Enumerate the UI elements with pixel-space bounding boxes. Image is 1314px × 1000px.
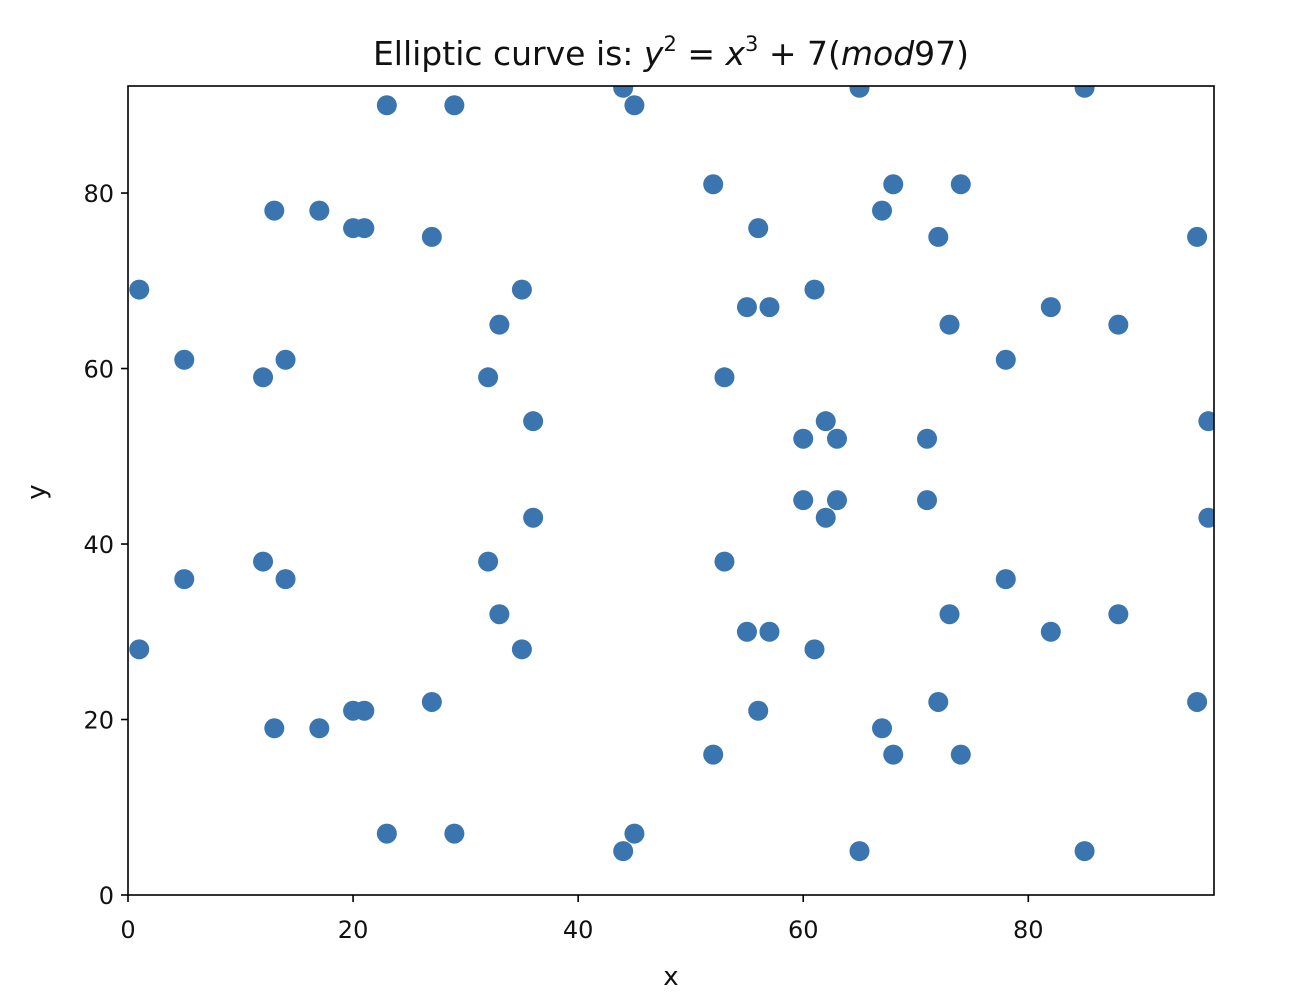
- data-point: [703, 744, 724, 765]
- data-point: [950, 744, 971, 765]
- data-point: [489, 604, 510, 625]
- data-point: [1198, 507, 1214, 528]
- x-axis-label: x: [663, 962, 678, 992]
- data-point: [849, 86, 870, 98]
- x-tick-label: 0: [120, 916, 135, 944]
- data-point: [174, 349, 195, 370]
- data-point: [872, 200, 893, 221]
- data-point: [478, 367, 499, 388]
- data-points: [129, 86, 1214, 862]
- data-point: [376, 95, 397, 116]
- data-point: [275, 569, 296, 590]
- y-tick-label: 60: [83, 356, 114, 384]
- x-tick-label: 60: [788, 916, 819, 944]
- data-point: [748, 700, 769, 721]
- data-point: [1108, 314, 1129, 335]
- data-point: [309, 718, 330, 739]
- data-point: [253, 551, 274, 572]
- data-point: [354, 218, 375, 239]
- data-point: [703, 174, 724, 195]
- y-tick-label: 40: [83, 531, 114, 559]
- y-axis-label: y: [22, 484, 52, 499]
- data-point: [523, 411, 544, 432]
- data-point: [354, 700, 375, 721]
- y-tick-label: 80: [83, 180, 114, 208]
- x-axis-ticks: 0 20 40 60 80: [120, 895, 1044, 944]
- data-point: [759, 297, 780, 318]
- data-point: [1198, 411, 1214, 432]
- data-point: [129, 279, 150, 300]
- data-point: [917, 490, 938, 511]
- data-point: [421, 691, 442, 712]
- data-point: [275, 349, 296, 370]
- data-point: [511, 279, 532, 300]
- data-point: [613, 841, 634, 862]
- data-point: [444, 95, 465, 116]
- data-point: [939, 314, 960, 335]
- data-point: [309, 200, 330, 221]
- data-point: [736, 297, 757, 318]
- data-point: [748, 218, 769, 239]
- data-point: [793, 428, 814, 449]
- data-point: [1074, 86, 1095, 98]
- data-point: [849, 841, 870, 862]
- data-point: [950, 174, 971, 195]
- plot-frame: [127, 85, 1215, 896]
- data-point: [815, 507, 836, 528]
- y-axis-ticks: 0 20 40 60 80: [83, 180, 128, 910]
- data-point: [421, 226, 442, 247]
- data-point: [264, 718, 285, 739]
- data-point: [883, 174, 904, 195]
- data-point: [804, 639, 825, 660]
- data-point: [489, 314, 510, 335]
- data-point: [1040, 297, 1061, 318]
- y-tick-label: 20: [83, 707, 114, 735]
- data-point: [376, 823, 397, 844]
- data-point: [478, 551, 499, 572]
- data-point: [736, 621, 757, 642]
- data-point: [624, 823, 645, 844]
- data-point: [1040, 621, 1061, 642]
- data-point: [129, 639, 150, 660]
- data-point: [995, 569, 1016, 590]
- data-point: [883, 744, 904, 765]
- data-point: [995, 349, 1016, 370]
- x-tick-label: 20: [338, 916, 369, 944]
- data-point: [759, 621, 780, 642]
- data-point: [523, 507, 544, 528]
- data-point: [253, 367, 274, 388]
- data-point: [1108, 604, 1129, 625]
- data-point: [1074, 841, 1095, 862]
- data-point: [613, 86, 634, 98]
- data-point: [444, 823, 465, 844]
- data-point: [804, 279, 825, 300]
- data-point: [714, 551, 735, 572]
- data-point: [939, 604, 960, 625]
- data-point: [793, 490, 814, 511]
- x-tick-label: 80: [1013, 916, 1044, 944]
- data-point: [917, 428, 938, 449]
- y-tick-label: 0: [99, 882, 114, 910]
- data-point: [174, 569, 195, 590]
- data-point: [928, 226, 949, 247]
- data-point: [826, 490, 847, 511]
- data-point: [1187, 691, 1208, 712]
- data-point: [826, 428, 847, 449]
- data-point: [928, 691, 949, 712]
- data-point: [872, 718, 893, 739]
- data-point: [714, 367, 735, 388]
- data-point: [815, 411, 836, 432]
- x-tick-label: 40: [563, 916, 594, 944]
- data-point: [264, 200, 285, 221]
- data-point: [1187, 226, 1208, 247]
- chart-title: Elliptic curve is: y2 = x3 + 7(mod97): [373, 32, 969, 73]
- data-point: [511, 639, 532, 660]
- data-point: [624, 95, 645, 116]
